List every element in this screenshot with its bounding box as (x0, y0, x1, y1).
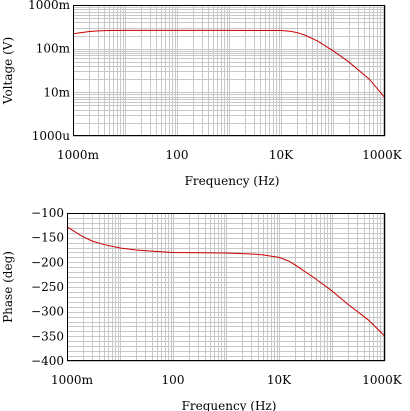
y-tick-label: 100m (36, 42, 71, 56)
y-tick-label: 10m (43, 85, 70, 99)
x-tick-label: 1000m (51, 373, 94, 387)
x-tick-label: 1000m (57, 148, 100, 162)
chart-1: 1000m 100 10K 1000K 1000m 100m 10m 1000u Frequen… (1, 0, 403, 188)
y-tick-label: 1000u (32, 129, 71, 143)
y-tick-label: 1000m (28, 0, 71, 12)
x-tick-label: 1000K (362, 148, 403, 162)
y-tick-label: −300 (31, 305, 64, 319)
y-tick-label: −200 (31, 255, 64, 269)
x-tick-label: 100 (166, 148, 189, 162)
y-tick-label: −350 (31, 329, 64, 343)
x-tick-label: 10K (269, 148, 294, 162)
y-grid (73, 5, 385, 137)
x-tick-label: 1000K (362, 373, 403, 387)
plot-frame (73, 5, 385, 136)
series-line (66, 226, 386, 337)
y-tick-label: −100 (31, 206, 64, 220)
x-tick-label: 10K (267, 373, 292, 387)
y-tick-label: −400 (31, 354, 64, 368)
series-line (72, 29, 386, 99)
x-grid (73, 5, 386, 136)
x-axis-label: Frequency (Hz) (182, 399, 277, 411)
y-axis-label: Voltage (V) (1, 37, 15, 105)
y-tick-label: −250 (31, 280, 64, 294)
chart-2: 1000m 100 10K 1000K −100 −150 −200 −250 −300 −350… (1, 206, 403, 411)
x-tick-label: 100 (162, 373, 185, 387)
y-axis-label: Phase (deg) (1, 251, 15, 323)
y-tick-label: −150 (31, 231, 64, 245)
plot-frame (67, 213, 385, 361)
x-axis-label: Frequency (Hz) (185, 174, 280, 188)
